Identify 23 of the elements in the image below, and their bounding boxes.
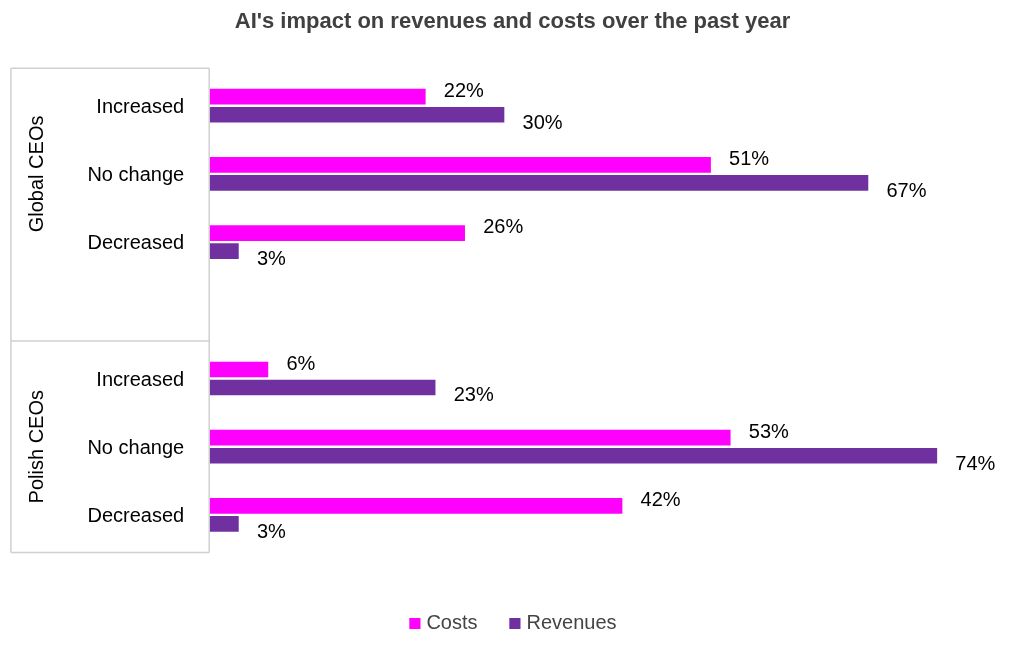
legend-label: Costs bbox=[426, 611, 478, 634]
y-tick-label: Decreased bbox=[87, 503, 185, 526]
legend-label: Revenues bbox=[526, 611, 617, 634]
text: Polish CEOs bbox=[24, 390, 47, 504]
y-tick-label: No change bbox=[87, 435, 185, 458]
data-label: 22% bbox=[443, 78, 485, 101]
data-label: 6% bbox=[286, 351, 316, 374]
chart-title: AI's impact on revenues and costs over the past year bbox=[234, 7, 791, 33]
y-tick-label: Increased bbox=[96, 94, 185, 117]
data-label: 3% bbox=[256, 246, 287, 269]
data-label: 53% bbox=[748, 419, 790, 442]
data-label: 26% bbox=[483, 215, 524, 238]
y-tick-label: Decreased bbox=[87, 231, 185, 254]
y-tick-label: No change bbox=[87, 162, 185, 185]
data-label: 42% bbox=[640, 488, 681, 511]
data-label: 23% bbox=[453, 383, 494, 406]
data-label: 51% bbox=[729, 147, 770, 170]
text: Global CEOs bbox=[24, 115, 47, 233]
data-label: 74% bbox=[955, 451, 996, 474]
data-label: 3% bbox=[256, 519, 287, 542]
y-tick-label: Increased bbox=[96, 367, 185, 390]
data-label: 30% bbox=[522, 110, 563, 133]
data-label: 67% bbox=[886, 178, 927, 201]
